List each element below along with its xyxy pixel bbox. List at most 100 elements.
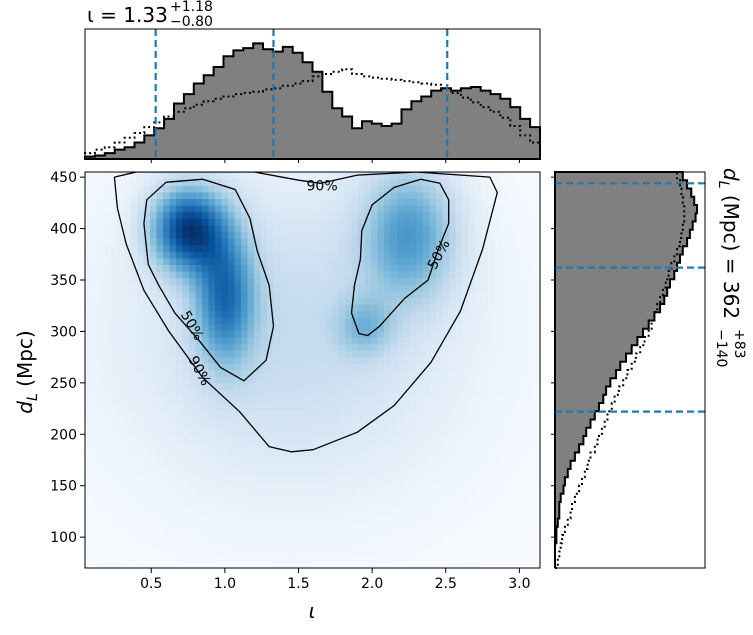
heatmap-cell xyxy=(208,218,216,226)
heatmap-cell xyxy=(91,356,99,364)
heatmap-cell xyxy=(416,502,424,510)
heatmap-cell xyxy=(351,502,359,510)
heatmap-cell xyxy=(176,422,184,430)
heatmap-cell xyxy=(488,205,496,213)
heatmap-cell xyxy=(85,297,93,305)
heatmap-cell xyxy=(189,310,197,318)
heatmap-cell xyxy=(429,231,437,239)
heatmap-cell xyxy=(384,482,392,490)
heatmap-cell xyxy=(150,224,158,232)
heatmap-cell xyxy=(247,185,255,193)
heatmap-cell xyxy=(449,350,457,358)
heatmap-cell xyxy=(332,304,340,312)
heatmap-cell xyxy=(195,231,203,239)
heatmap-cell xyxy=(488,535,496,543)
heatmap-cell xyxy=(280,178,288,186)
heatmap-cell xyxy=(215,304,223,312)
heatmap-cell xyxy=(488,488,496,496)
heatmap-cell xyxy=(371,343,379,351)
heatmap-cell xyxy=(488,356,496,364)
heatmap-cell xyxy=(410,284,418,292)
heatmap-cell xyxy=(169,541,177,549)
heatmap-cell xyxy=(254,469,262,477)
heatmap-cell xyxy=(501,535,509,543)
heatmap-cell xyxy=(364,238,372,246)
heatmap-cell xyxy=(319,429,327,437)
heatmap-cell xyxy=(364,449,372,457)
heatmap-cell xyxy=(299,277,307,285)
heatmap-cell xyxy=(195,350,203,358)
heatmap-cell xyxy=(215,416,223,424)
heatmap-cell xyxy=(377,449,385,457)
heatmap-cell xyxy=(429,290,437,298)
heatmap-cell xyxy=(228,264,236,272)
heatmap-cell xyxy=(104,356,112,364)
heatmap-cell xyxy=(137,198,145,206)
heatmap-cell xyxy=(254,317,262,325)
heatmap-cell xyxy=(520,508,528,516)
heatmap-cell xyxy=(429,244,437,252)
heatmap-cell xyxy=(85,508,93,516)
heatmap-cell xyxy=(85,172,93,180)
heatmap-cell xyxy=(208,403,216,411)
heatmap-cell xyxy=(156,251,164,259)
heatmap-cell xyxy=(351,191,359,199)
heatmap-cell xyxy=(520,370,528,378)
heatmap-cell xyxy=(449,343,457,351)
heatmap-cell xyxy=(182,389,190,397)
heatmap-cell xyxy=(390,521,398,529)
heatmap-cell xyxy=(111,429,119,437)
heatmap-cell xyxy=(306,554,314,562)
heatmap-cell xyxy=(332,455,340,463)
heatmap-cell xyxy=(475,436,483,444)
heatmap-cell xyxy=(494,548,502,556)
heatmap-cell xyxy=(410,290,418,298)
heatmap-cell xyxy=(533,218,540,226)
heatmap-cell xyxy=(182,178,190,186)
heatmap-cell xyxy=(163,554,171,562)
heatmap-cell xyxy=(527,495,535,503)
heatmap-cell xyxy=(410,205,418,213)
heatmap-cell xyxy=(104,211,112,219)
heatmap-cell xyxy=(390,370,398,378)
heatmap-cell xyxy=(137,396,145,404)
heatmap-cell xyxy=(462,251,470,259)
heatmap-cell xyxy=(195,178,203,186)
heatmap-cell xyxy=(423,535,431,543)
heatmap-cell xyxy=(104,449,112,457)
heatmap-cell xyxy=(449,218,457,226)
heatmap-cell xyxy=(156,554,164,562)
heatmap-cell xyxy=(241,310,249,318)
heatmap-cell xyxy=(488,370,496,378)
heatmap-cell xyxy=(143,389,151,397)
heatmap-cell xyxy=(533,442,540,450)
heatmap-cell xyxy=(481,271,489,279)
heatmap-cell xyxy=(351,449,359,457)
heatmap-cell xyxy=(176,323,184,331)
heatmap-cell xyxy=(488,521,496,529)
heatmap-cell xyxy=(325,416,333,424)
heatmap-cell xyxy=(533,403,540,411)
heatmap-cell xyxy=(280,442,288,450)
heatmap-cell xyxy=(423,198,431,206)
heatmap-cell xyxy=(267,548,275,556)
heatmap-cell xyxy=(390,528,398,536)
heatmap-cell xyxy=(390,356,398,364)
heatmap-cell xyxy=(429,528,437,536)
heatmap-cell xyxy=(455,277,463,285)
heatmap-cell xyxy=(150,409,158,417)
heatmap-cell xyxy=(338,541,346,549)
heatmap-cell xyxy=(117,455,125,463)
heatmap-cell xyxy=(182,502,190,510)
heatmap-cell xyxy=(423,409,431,417)
heatmap-cell xyxy=(130,257,138,265)
heatmap-cell xyxy=(280,277,288,285)
heatmap-cell xyxy=(137,244,145,252)
heatmap-cell xyxy=(332,356,340,364)
heatmap-cell xyxy=(286,257,294,265)
heatmap-cell xyxy=(403,541,411,549)
heatmap-cell xyxy=(533,330,540,338)
heatmap-cell xyxy=(143,416,151,424)
heatmap-cell xyxy=(436,482,444,490)
heatmap-cell xyxy=(514,284,522,292)
